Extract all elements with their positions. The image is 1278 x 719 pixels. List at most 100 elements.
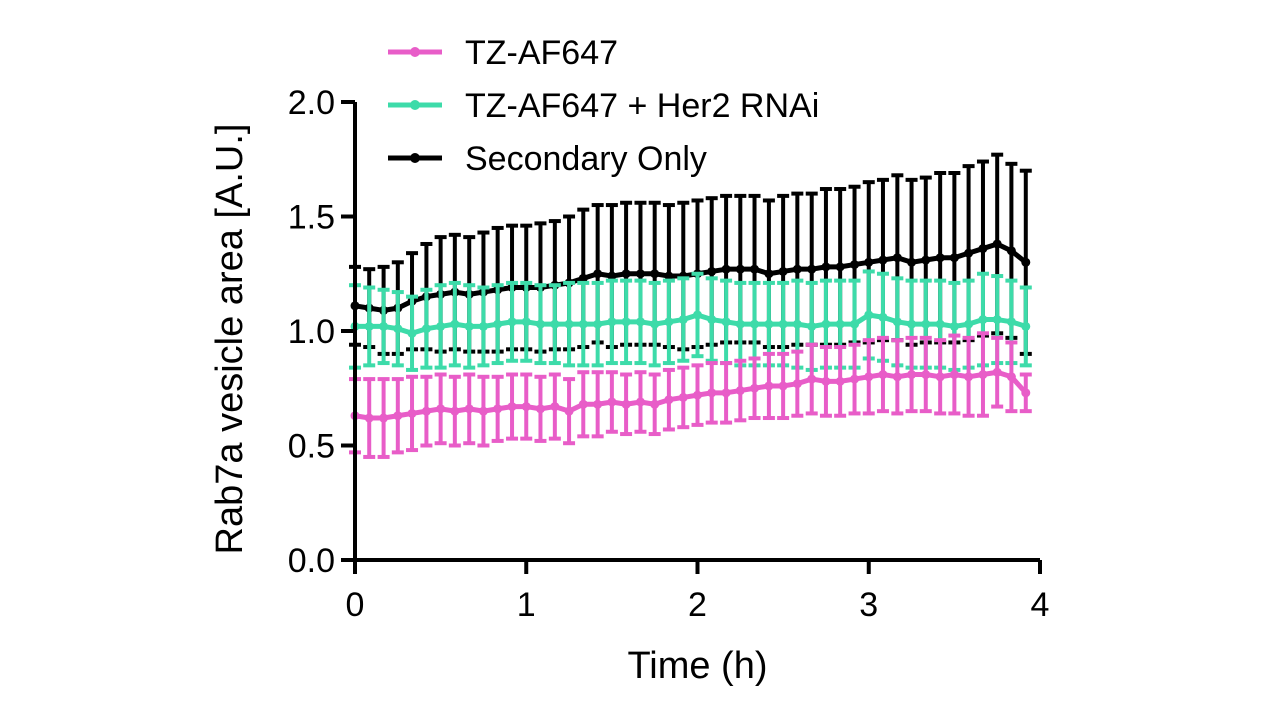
data-point bbox=[393, 324, 403, 334]
data-point bbox=[593, 399, 603, 409]
data-point bbox=[949, 321, 959, 331]
data-point bbox=[621, 269, 631, 279]
data-point bbox=[493, 404, 503, 414]
data-point bbox=[778, 319, 788, 329]
x-axis-ticks: 0 1 2 3 4 bbox=[346, 560, 1050, 624]
data-point bbox=[750, 383, 760, 393]
data-point bbox=[750, 319, 760, 329]
data-point bbox=[992, 367, 1002, 377]
data-point bbox=[907, 370, 917, 380]
data-point bbox=[393, 411, 403, 421]
y-axis-title: Rab7a vesicle area [A.U.] bbox=[209, 124, 251, 555]
data-point bbox=[792, 319, 802, 329]
data-point bbox=[821, 319, 831, 329]
data-point bbox=[578, 399, 588, 409]
data-point bbox=[892, 253, 902, 263]
data-point bbox=[907, 257, 917, 267]
data-point bbox=[892, 317, 902, 327]
data-point bbox=[1021, 388, 1031, 398]
data-point bbox=[992, 239, 1002, 249]
data-point bbox=[1021, 321, 1031, 331]
data-point bbox=[821, 262, 831, 272]
data-point bbox=[707, 266, 717, 276]
data-point bbox=[535, 319, 545, 329]
data-point bbox=[850, 319, 860, 329]
data-point bbox=[650, 319, 660, 329]
x-tick-label: 0 bbox=[346, 586, 365, 624]
data-point bbox=[621, 399, 631, 409]
data-point bbox=[807, 374, 817, 384]
legend-label: Secondary Only bbox=[465, 140, 707, 178]
series-tz-af647 bbox=[349, 331, 1032, 459]
data-point bbox=[407, 408, 417, 418]
data-point bbox=[707, 315, 717, 325]
data-point bbox=[564, 406, 574, 416]
data-point bbox=[550, 319, 560, 329]
data-point bbox=[935, 319, 945, 329]
data-point bbox=[807, 321, 817, 331]
data-point bbox=[535, 404, 545, 414]
data-point bbox=[607, 271, 617, 281]
data-point bbox=[764, 381, 774, 391]
data-point bbox=[578, 273, 588, 283]
data-point bbox=[778, 381, 788, 391]
data-point bbox=[1006, 246, 1016, 256]
y-tick-label: 2.0 bbox=[288, 84, 335, 122]
data-point bbox=[678, 392, 688, 402]
data-point bbox=[379, 413, 389, 423]
data-point bbox=[949, 253, 959, 263]
data-point bbox=[735, 264, 745, 274]
x-tick-label: 4 bbox=[1031, 586, 1050, 624]
data-point bbox=[978, 370, 988, 380]
y-axis-ticks: 0.0 0.5 1.0 1.5 2.0 bbox=[288, 84, 355, 580]
data-point bbox=[693, 310, 702, 320]
data-point bbox=[964, 372, 974, 382]
series-layer bbox=[349, 152, 1032, 459]
data-point bbox=[850, 374, 860, 384]
data-point bbox=[864, 310, 874, 320]
data-point bbox=[764, 319, 774, 329]
data-point bbox=[735, 319, 745, 329]
data-point bbox=[821, 376, 831, 386]
data-point bbox=[892, 372, 902, 382]
data-point bbox=[693, 390, 702, 400]
data-point bbox=[578, 319, 588, 329]
legend-swatch-marker bbox=[410, 100, 420, 110]
data-point bbox=[421, 406, 431, 416]
data-point bbox=[364, 413, 374, 423]
data-point bbox=[935, 253, 945, 263]
x-axis-title: Time (h) bbox=[627, 645, 767, 687]
data-point bbox=[664, 271, 674, 281]
data-point bbox=[949, 370, 959, 380]
data-point bbox=[921, 319, 931, 329]
data-point bbox=[593, 269, 603, 279]
data-point bbox=[721, 388, 731, 398]
data-point bbox=[635, 397, 645, 407]
data-point bbox=[1006, 317, 1016, 327]
legend-label: TZ-AF647 bbox=[465, 34, 618, 72]
x-tick-label: 3 bbox=[859, 586, 878, 624]
data-point bbox=[664, 395, 674, 405]
legend-item: TZ-AF647 + Her2 RNAi bbox=[388, 87, 819, 125]
data-point bbox=[921, 255, 931, 265]
data-point bbox=[878, 370, 888, 380]
legend-item: Secondary Only bbox=[388, 140, 707, 178]
data-point bbox=[978, 244, 988, 254]
data-point bbox=[792, 264, 802, 274]
data-point bbox=[621, 317, 631, 327]
data-point bbox=[436, 404, 446, 414]
data-point bbox=[607, 317, 617, 327]
y-tick-label: 0.0 bbox=[288, 542, 335, 580]
data-point bbox=[664, 317, 674, 327]
data-point bbox=[478, 321, 488, 331]
data-point bbox=[421, 324, 431, 334]
y-tick-label: 1.5 bbox=[288, 199, 335, 237]
data-point bbox=[650, 269, 660, 279]
x-tick-label: 2 bbox=[688, 586, 707, 624]
data-point bbox=[978, 315, 988, 325]
data-point bbox=[450, 406, 460, 416]
data-point bbox=[835, 376, 845, 386]
data-point bbox=[921, 370, 931, 380]
data-point bbox=[778, 266, 788, 276]
